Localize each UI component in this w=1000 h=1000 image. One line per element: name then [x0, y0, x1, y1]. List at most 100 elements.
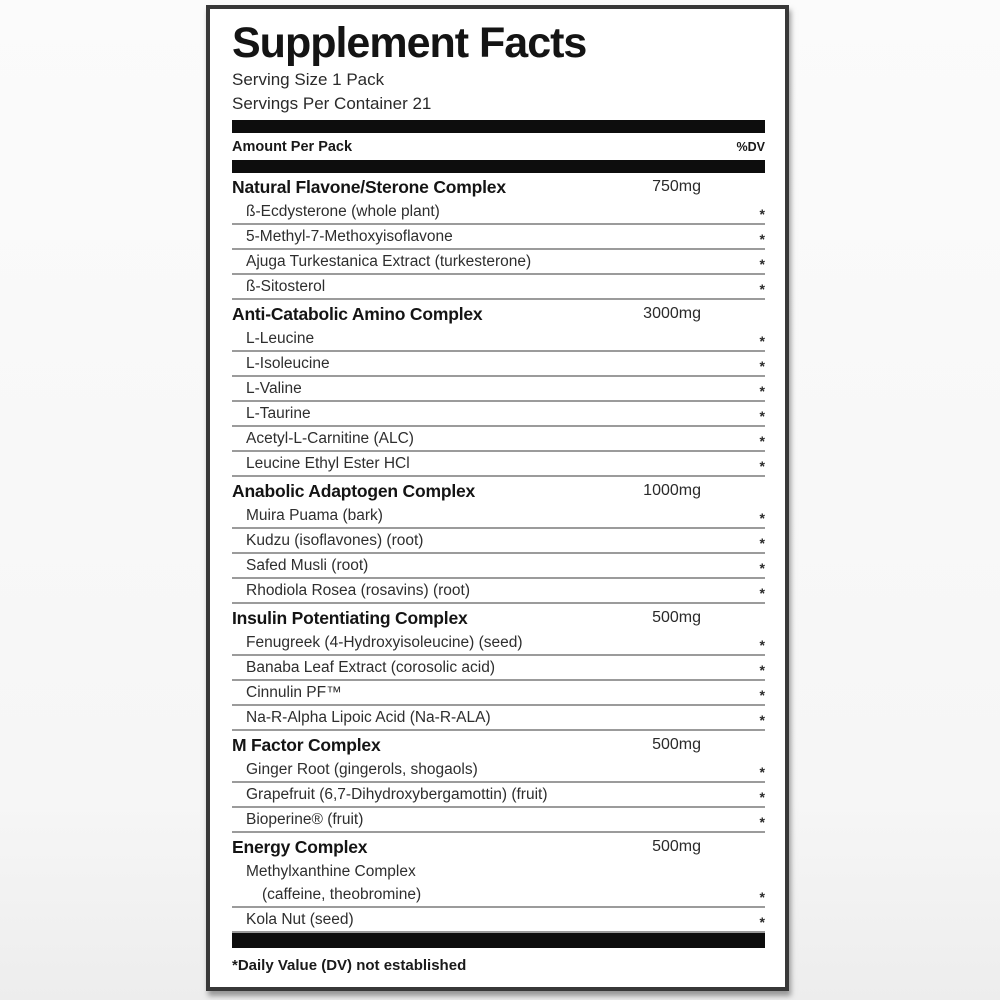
- ingredient-row: Ajuga Turkestanica Extract (turkesterone…: [232, 250, 765, 275]
- ingredient-name: Ajuga Turkestanica Extract (turkesterone…: [232, 250, 591, 273]
- ingredient-row: Cinnulin PF™ *: [232, 681, 765, 706]
- ingredient-name: 5-Methyl-7-Methoxyisoflavone: [232, 225, 591, 248]
- ingredient-row: ß-Sitosterol *: [232, 275, 765, 300]
- section-name: Insulin Potentiating Complex: [232, 608, 468, 628]
- section-amount: 750mg: [652, 178, 701, 195]
- ingredient-name-line: Acetyl-L-Carnitine (ALC): [246, 430, 414, 447]
- section-amount: 500mg: [652, 609, 701, 626]
- dv-mark: *: [759, 358, 765, 374]
- ingredient-name-line: Safed Musli (root): [246, 557, 369, 574]
- ingredient-row: Leucine Ethyl Ester HCl *: [232, 452, 765, 477]
- dv-mark: *: [759, 333, 765, 349]
- ingredient-name: Banaba Leaf Extract (corosolic acid): [232, 656, 591, 679]
- ingredient-name-line: Ginger Root (gingerols, shogaols): [246, 761, 478, 778]
- amount-per-pack-label: Amount Per Pack: [232, 138, 353, 155]
- dv-mark: *: [759, 889, 765, 905]
- ingredient-row: Rhodiola Rosea (rosavins) (root) *: [232, 579, 765, 604]
- ingredient-name: Kola Nut (seed): [232, 908, 591, 931]
- section-amount: 1000mg: [643, 482, 701, 499]
- ingredient-row: Muira Puama (bark) *: [232, 504, 765, 529]
- dv-mark: *: [759, 206, 765, 222]
- ingredient-name-line: L-Valine: [246, 380, 302, 397]
- dv-mark: *: [759, 789, 765, 805]
- dv-mark: *: [759, 281, 765, 297]
- ingredient-name-line: Methylxanthine Complex: [246, 863, 416, 880]
- ingredient-name: Na-R-Alpha Lipoic Acid (Na-R-ALA): [232, 706, 591, 729]
- dv-mark: *: [759, 712, 765, 728]
- ingredient-name-line: L-Isoleucine: [246, 355, 330, 372]
- supplement-facts-panel: Supplement Facts Serving Size 1 Pack Ser…: [206, 5, 789, 991]
- dv-mark: *: [759, 383, 765, 399]
- ingredient-name-line: Muira Puama (bark): [246, 507, 383, 524]
- section-name: Anti-Catabolic Amino Complex: [232, 304, 483, 324]
- section-header-row: M Factor Complex 500mg: [232, 731, 765, 758]
- dv-mark: *: [759, 510, 765, 526]
- ingredient-name-line: L-Leucine: [246, 330, 315, 347]
- dv-mark: *: [759, 764, 765, 780]
- dv-mark: *: [759, 914, 765, 930]
- divider-bar-bottom: [232, 933, 765, 948]
- servings-per-container: Servings Per Container 21: [232, 94, 432, 113]
- ingredient-name: ß-Sitosterol: [232, 275, 591, 298]
- ingredient-name-line: Ajuga Turkestanica Extract (turkesterone…: [246, 253, 532, 270]
- ingredient-row: L-Leucine *: [232, 327, 765, 352]
- ingredient-name: ß-Ecdysterone (whole plant): [232, 200, 591, 223]
- ingredient-name: Cinnulin PF™: [232, 681, 591, 704]
- ingredient-row: L-Valine *: [232, 377, 765, 402]
- ingredient-name-line: Rhodiola Rosea (rosavins) (root): [246, 582, 470, 599]
- divider-bar-columns: [232, 160, 765, 173]
- section-amount: 3000mg: [643, 305, 701, 322]
- ingredient-row: Ginger Root (gingerols, shogaols) *: [232, 758, 765, 783]
- dv-mark: *: [759, 408, 765, 424]
- dv-mark: *: [759, 535, 765, 551]
- ingredient-row: Banaba Leaf Extract (corosolic acid) *: [232, 656, 765, 681]
- section-name: Energy Complex: [232, 837, 368, 857]
- dv-mark: *: [759, 814, 765, 830]
- dv-mark: *: [759, 687, 765, 703]
- ingredient-name: Methylxanthine Complex (caffeine, theobro…: [232, 860, 591, 906]
- section-header-row: Energy Complex 500mg: [232, 833, 765, 860]
- ingredient-name: Leucine Ethyl Ester HCl: [232, 452, 591, 475]
- section: Natural Flavone/Sterone Complex 750mg ß-Ec…: [232, 173, 765, 300]
- section: Energy Complex 500mg Methylxanthine Comple…: [232, 833, 765, 933]
- dv-mark: *: [759, 256, 765, 272]
- dv-mark: *: [759, 585, 765, 601]
- ingredient-name-line: ß-Sitosterol: [246, 278, 326, 295]
- dv-mark: *: [759, 662, 765, 678]
- ingredient-name-line: L-Taurine: [246, 405, 311, 422]
- ingredient-row: Kola Nut (seed) *: [232, 908, 765, 933]
- section-name: Natural Flavone/Sterone Complex: [232, 177, 506, 197]
- ingredient-name: L-Valine: [232, 377, 591, 400]
- dv-footnote: *Daily Value (DV) not established: [232, 957, 467, 974]
- ingredient-name: L-Leucine: [232, 327, 591, 350]
- section-header-row: Anti-Catabolic Amino Complex 3000mg: [232, 300, 765, 327]
- ingredient-row: Grapefruit (6,7-Dihydroxybergamottin) (f…: [232, 783, 765, 808]
- divider-bar-top: [232, 120, 765, 133]
- section-amount: 500mg: [652, 736, 701, 753]
- serving-size: Serving Size 1 Pack: [232, 70, 385, 89]
- ingredient-name: Rhodiola Rosea (rosavins) (root): [232, 579, 591, 602]
- ingredient-name: Acetyl-L-Carnitine (ALC): [232, 427, 591, 450]
- ingredient-row: L-Taurine *: [232, 402, 765, 427]
- ingredient-name-line: Grapefruit (6,7-Dihydroxybergamottin) (f…: [246, 786, 548, 803]
- dv-mark: *: [759, 231, 765, 247]
- ingredient-name-line: Bioperine® (fruit): [246, 811, 364, 828]
- panel-title: Supplement Facts: [232, 19, 587, 67]
- section-name: Anabolic Adaptogen Complex: [232, 481, 476, 501]
- ingredient-name: L-Isoleucine: [232, 352, 591, 375]
- ingredient-name: Muira Puama (bark): [232, 504, 591, 527]
- ingredient-name: Bioperine® (fruit): [232, 808, 591, 831]
- ingredient-name-line: Kola Nut (seed): [246, 911, 354, 928]
- ingredient-sections: Natural Flavone/Sterone Complex 750mg ß-Ec…: [232, 173, 765, 933]
- ingredient-name-line: 5-Methyl-7-Methoxyisoflavone: [246, 228, 453, 245]
- section-header-row: Anabolic Adaptogen Complex 1000mg: [232, 477, 765, 504]
- ingredient-name: Ginger Root (gingerols, shogaols): [232, 758, 591, 781]
- ingredient-row: Fenugreek (4-Hydroxyisoleucine) (seed) *: [232, 631, 765, 656]
- ingredient-row: Na-R-Alpha Lipoic Acid (Na-R-ALA) *: [232, 706, 765, 731]
- ingredient-row: L-Isoleucine *: [232, 352, 765, 377]
- ingredient-name: Grapefruit (6,7-Dihydroxybergamottin) (f…: [232, 783, 591, 806]
- ingredient-row: Safed Musli (root) *: [232, 554, 765, 579]
- ingredient-row: Acetyl-L-Carnitine (ALC) *: [232, 427, 765, 452]
- ingredient-name-line: Na-R-Alpha Lipoic Acid (Na-R-ALA): [246, 709, 491, 726]
